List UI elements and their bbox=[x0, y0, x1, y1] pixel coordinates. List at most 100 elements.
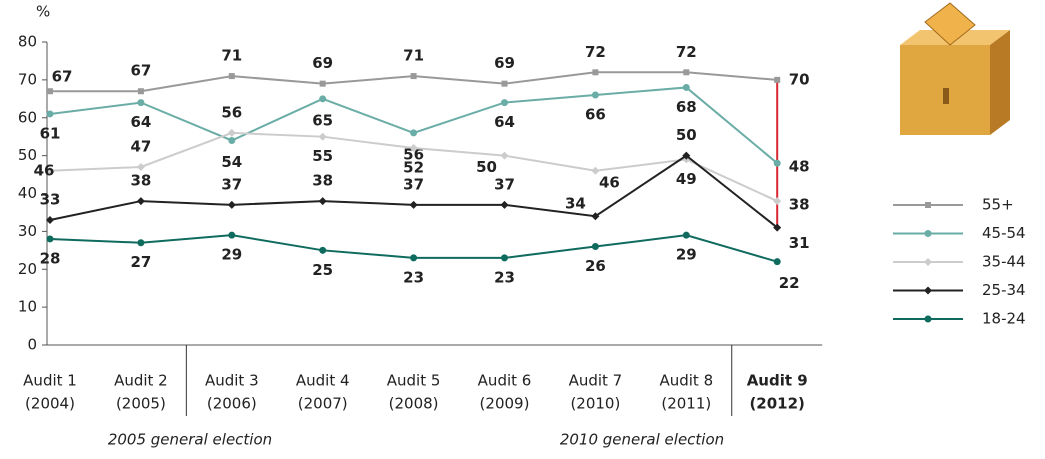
annotation: 2005 general election bbox=[108, 431, 272, 449]
marker bbox=[318, 197, 327, 206]
box-side bbox=[990, 30, 1010, 135]
marker bbox=[591, 243, 599, 251]
data-label: 67 bbox=[52, 68, 73, 86]
data-label: 50 bbox=[476, 158, 497, 176]
marker bbox=[409, 200, 418, 209]
data-label: 37 bbox=[403, 175, 424, 193]
y-tick-label: 50 bbox=[18, 146, 37, 164]
data-label: 22 bbox=[779, 274, 800, 292]
marker bbox=[682, 151, 691, 160]
data-label: 52 bbox=[403, 159, 424, 177]
data-label: 50 bbox=[676, 126, 697, 144]
x-tick-label: (2012) bbox=[749, 395, 804, 413]
data-label: 71 bbox=[403, 47, 424, 65]
marker bbox=[501, 254, 508, 262]
x-tick-label: (2007) bbox=[298, 395, 348, 413]
marker bbox=[773, 197, 782, 206]
x-tick-label: Audit 1 bbox=[23, 372, 77, 390]
legend-label: 45-54 bbox=[982, 224, 1026, 242]
annotation: 2010 general election bbox=[560, 431, 724, 449]
data-label: 56 bbox=[221, 103, 242, 121]
marker bbox=[319, 246, 327, 254]
marker bbox=[46, 216, 54, 225]
lock bbox=[943, 88, 949, 104]
x-tick-label: (2005) bbox=[116, 395, 166, 413]
marker bbox=[47, 88, 53, 95]
data-label: 64 bbox=[494, 113, 515, 131]
marker bbox=[591, 91, 599, 99]
data-label: 33 bbox=[40, 191, 61, 209]
marker bbox=[774, 76, 781, 83]
x-tick-label: (2010) bbox=[570, 395, 620, 413]
marker bbox=[318, 132, 327, 141]
legend-label: 35-44 bbox=[982, 253, 1026, 271]
legend-label: 18-24 bbox=[982, 310, 1026, 328]
x-tick-label: Audit 5 bbox=[387, 372, 441, 390]
data-label: 28 bbox=[40, 249, 61, 267]
y-axis-label: % bbox=[36, 3, 50, 21]
data-label: 56 bbox=[403, 145, 424, 163]
ballot-box-icon bbox=[900, 2, 1010, 135]
data-label: 64 bbox=[130, 113, 151, 131]
x-tick-label: (2011) bbox=[661, 395, 711, 413]
marker bbox=[137, 99, 145, 107]
marker bbox=[773, 223, 782, 232]
data-label: 46 bbox=[34, 161, 55, 179]
data-label: 38 bbox=[789, 196, 810, 214]
data-label: 37 bbox=[494, 175, 515, 193]
marker bbox=[136, 197, 145, 206]
marker bbox=[683, 69, 690, 76]
data-label: 72 bbox=[676, 43, 697, 61]
marker bbox=[228, 231, 236, 239]
data-label: 47 bbox=[130, 137, 151, 155]
data-label: 38 bbox=[312, 172, 333, 190]
marker bbox=[319, 95, 327, 103]
data-label: 68 bbox=[676, 98, 697, 116]
marker bbox=[136, 162, 145, 171]
legend-marker bbox=[925, 202, 931, 208]
ballot bbox=[924, 2, 976, 46]
legend-marker bbox=[924, 286, 932, 295]
marker bbox=[410, 73, 417, 80]
legend-marker bbox=[924, 230, 932, 237]
data-label: 61 bbox=[40, 124, 61, 142]
marker bbox=[501, 80, 508, 87]
marker bbox=[137, 239, 145, 247]
marker bbox=[501, 99, 508, 107]
marker bbox=[137, 88, 144, 95]
marker bbox=[773, 159, 781, 167]
legend-label: 25-34 bbox=[982, 281, 1026, 299]
data-label: 65 bbox=[312, 111, 333, 129]
data-label: 48 bbox=[789, 158, 810, 176]
data-label: 49 bbox=[676, 170, 697, 188]
y-tick-label: 0 bbox=[27, 336, 37, 354]
x-tick-label: Audit 7 bbox=[569, 372, 623, 390]
legend-marker bbox=[924, 258, 932, 266]
marker bbox=[682, 231, 690, 239]
marker bbox=[410, 254, 418, 262]
legend-marker bbox=[924, 315, 932, 323]
data-label: 67 bbox=[130, 62, 151, 80]
x-tick-label: Audit 6 bbox=[478, 372, 532, 390]
data-label: 69 bbox=[312, 54, 333, 72]
x-tick-label: Audit 2 bbox=[114, 372, 168, 390]
data-label: 26 bbox=[585, 257, 606, 275]
marker bbox=[227, 200, 236, 209]
marker bbox=[228, 73, 235, 80]
y-tick-label: 10 bbox=[18, 298, 37, 316]
data-label: 34 bbox=[565, 195, 586, 213]
marker bbox=[682, 83, 690, 91]
data-label: 69 bbox=[494, 54, 515, 72]
x-tick-label: Audit 3 bbox=[205, 372, 259, 390]
data-label: 66 bbox=[585, 106, 606, 124]
data-label: 70 bbox=[789, 70, 810, 88]
y-tick-label: 80 bbox=[18, 33, 37, 51]
marker bbox=[410, 129, 418, 137]
marker bbox=[773, 258, 781, 266]
x-tick-label: Audit 8 bbox=[659, 372, 713, 390]
legend-label: 55+ bbox=[982, 196, 1014, 214]
marker bbox=[228, 136, 236, 144]
marker bbox=[591, 212, 600, 221]
y-tick-label: 20 bbox=[18, 260, 37, 278]
